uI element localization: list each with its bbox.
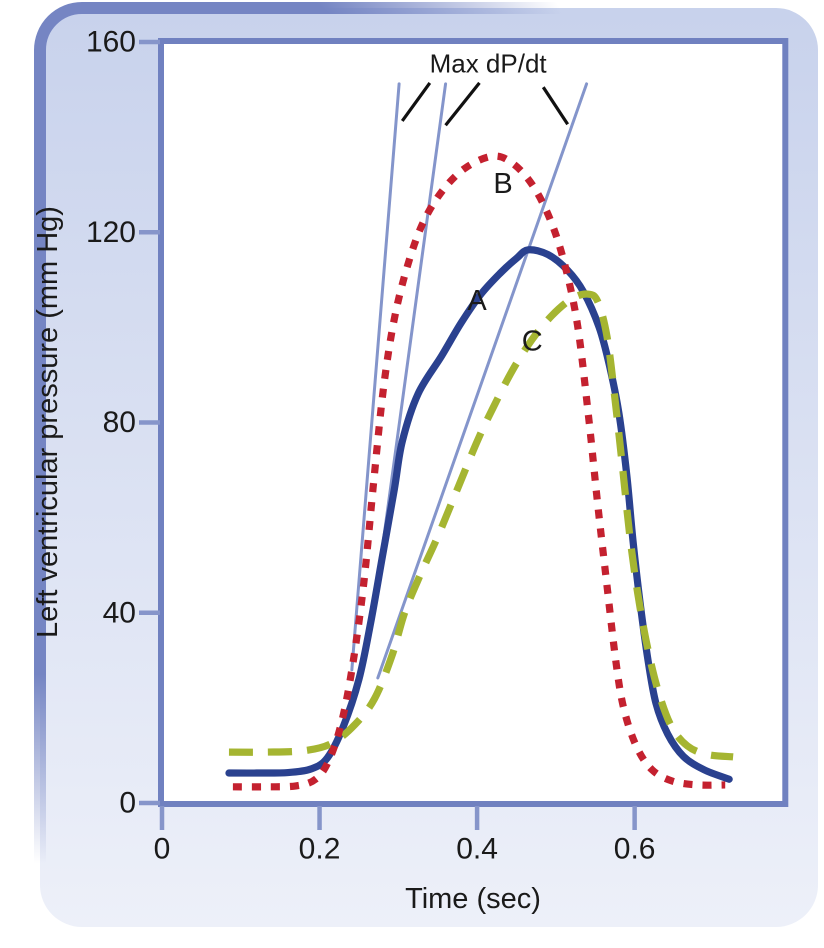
annotation-pointer-line [444, 81, 481, 127]
curve-b [232, 152, 726, 791]
x-tick-label: 0 [154, 833, 171, 866]
max-dpdt-tangent-line [376, 82, 589, 680]
max-dpdt-annotation: Max dP/dt [430, 48, 548, 78]
x-axis-title: Time (sec) [405, 883, 541, 915]
annotation-pointer-line [541, 86, 570, 126]
annotation-pointer-line [400, 81, 432, 122]
y-axis-title: Left ventricular pressure (mm Hg) [32, 206, 64, 638]
y-tick-label: 120 [86, 216, 136, 249]
plot-frame [158, 38, 789, 807]
y-tick-label: 40 [103, 596, 136, 629]
x-tick-label: 0.4 [456, 833, 498, 866]
panel-border [34, 2, 824, 933]
curve-c [228, 290, 734, 761]
x-tick-label: 0.6 [614, 833, 656, 866]
curve-label-a: A [467, 285, 487, 317]
x-tick-label: 0.2 [299, 833, 341, 866]
curve-label-b: B [493, 168, 512, 200]
curve-label-c: C [522, 326, 543, 358]
y-tick-label: 80 [103, 406, 136, 439]
max-dpdt-tangent-line [350, 82, 401, 672]
y-tick-label: 0 [119, 787, 136, 820]
y-tick-label: 160 [86, 26, 136, 59]
